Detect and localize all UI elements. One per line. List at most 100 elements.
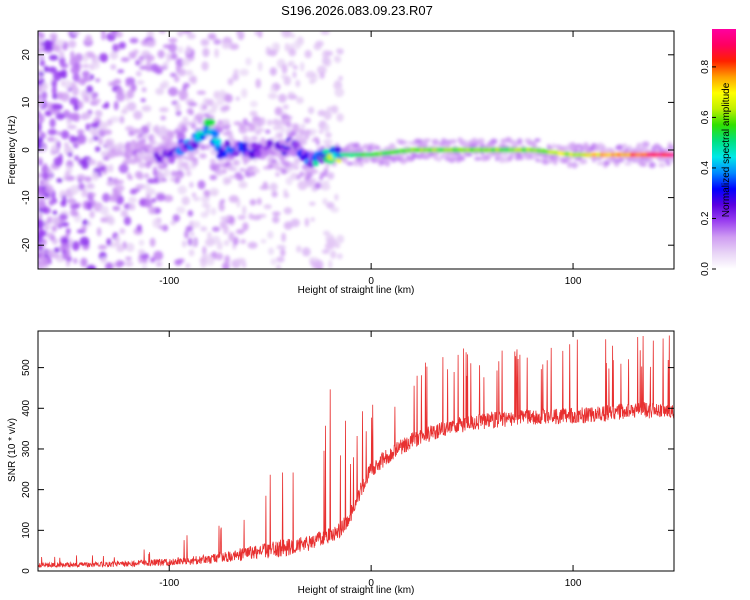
spectrogram-cell (128, 130, 136, 137)
spectrogram-cell (384, 159, 391, 167)
spectrogram-cell (192, 117, 198, 123)
spectrogram-cell (67, 152, 73, 158)
spectrogram-cell (308, 257, 319, 262)
spectrogram-ridge-cell (231, 150, 241, 157)
spectrogram-cell (166, 52, 171, 63)
spectrogram-cell (42, 205, 48, 214)
spectrogram-cell (596, 161, 605, 166)
spectrogram-cell (133, 110, 143, 120)
spectrogram-cell (69, 184, 80, 195)
snr-frame (37, 330, 675, 572)
spectrogram-y-tick-label: -10 (21, 190, 32, 205)
spectrogram-cell (669, 148, 674, 153)
spectrogram-cell (120, 209, 129, 218)
spectrogram-cell (84, 176, 92, 183)
snr-x-tick-label: 0 (368, 578, 374, 589)
snr-y-tick-label: 400 (21, 400, 32, 417)
spectrogram-cell (56, 131, 62, 136)
spectrogram-cell (283, 207, 293, 215)
spectrogram-cell (157, 173, 165, 178)
spectrogram-cell (304, 49, 312, 59)
snr-line-area (38, 335, 674, 569)
spectrogram-cell (212, 226, 220, 232)
spectrogram-cell (567, 161, 573, 168)
spectrogram-cell (291, 127, 299, 133)
spectrogram-cell (88, 137, 94, 144)
spectrogram-cell (232, 72, 240, 81)
spectrogram-cell (255, 130, 262, 135)
spectrogram-cell (190, 75, 198, 85)
spectrogram-heatmap (38, 31, 674, 269)
spectrogram-cell (90, 129, 100, 136)
spectrogram-cell (157, 225, 165, 230)
spectrogram-cell (283, 192, 290, 199)
spectrogram-cell (77, 134, 87, 145)
spectrogram-cell (202, 104, 208, 110)
spectrogram-cell (533, 151, 539, 158)
spectrogram-cell (114, 235, 121, 246)
spectrogram-cell (140, 98, 146, 103)
spectrogram-cell (107, 216, 115, 226)
spectrogram-cell (274, 106, 283, 116)
spectrogram-cell (260, 239, 267, 244)
spectrogram-cell (62, 195, 67, 204)
spectrogram-cell (38, 148, 43, 153)
spectrogram-cell (323, 180, 330, 185)
spectrogram-cell (135, 184, 146, 190)
spectrogram-cell (250, 171, 256, 177)
spectrogram-cell (457, 156, 466, 161)
spectrogram-cell (110, 81, 117, 87)
spectrogram-cell (207, 33, 217, 40)
spectrogram-cell (223, 239, 230, 246)
spectrogram-cell (336, 113, 344, 122)
spectrogram-cell (441, 138, 447, 145)
spectrogram-cell (205, 238, 215, 247)
snr-ticks: -100 0 100 0 100 200 300 400 500 (21, 331, 674, 589)
spectrogram-y-tick-label: 0 (21, 147, 32, 153)
spectrogram-cell (157, 49, 165, 59)
spectrogram-cell (321, 249, 330, 254)
spectrogram-cell (218, 203, 225, 212)
spectrogram-cell (283, 75, 291, 86)
spectrogram-cell (81, 160, 89, 170)
spectrogram-cell (173, 75, 180, 83)
spectrogram-cell (288, 163, 296, 168)
spectrogram-cell (445, 139, 453, 144)
spectrogram-cell (218, 122, 224, 129)
spectrogram-ridge-cell (168, 155, 176, 164)
spectrogram-cell (70, 66, 80, 75)
spectrogram-cell (170, 141, 179, 146)
spectrogram-cell (201, 61, 209, 71)
spectrogram-cell (190, 221, 201, 229)
spectrogram-cell (163, 61, 169, 67)
spectrogram-cell (268, 164, 274, 169)
spectrogram-cell (51, 85, 57, 96)
spectrogram-cell (297, 180, 308, 191)
spectrogram-cell (200, 226, 208, 232)
spectrogram-cell (249, 110, 258, 117)
spectrogram-cell (316, 65, 327, 75)
spectrogram-cell (185, 263, 191, 269)
spectrogram-cell (228, 195, 239, 203)
spectrogram-cell (276, 84, 281, 89)
snr-y-tick-label: 200 (21, 481, 32, 498)
spectrogram-cell (111, 31, 117, 37)
spectrogram-cell (356, 155, 364, 162)
spectrogram-cell (116, 244, 125, 253)
spectrogram-cell (399, 153, 405, 159)
spectrogram-cell (304, 217, 310, 227)
spectrogram-cell (42, 170, 49, 181)
spectrogram-cell (49, 235, 56, 241)
snr-series-line (38, 335, 674, 569)
spectrogram-cell (125, 82, 131, 87)
spectrogram-cell (77, 183, 86, 191)
spectrogram-cell (322, 198, 328, 205)
spectrogram-cell (324, 242, 335, 250)
spectrogram-cell (38, 187, 45, 197)
spectrogram-cell (519, 156, 524, 161)
spectrogram-cell (63, 79, 72, 90)
spectrogram-cell (128, 175, 133, 181)
spectrogram-cell (157, 170, 162, 174)
spectrogram-cell (83, 77, 92, 82)
spectrogram-ridge-cell (335, 157, 342, 163)
